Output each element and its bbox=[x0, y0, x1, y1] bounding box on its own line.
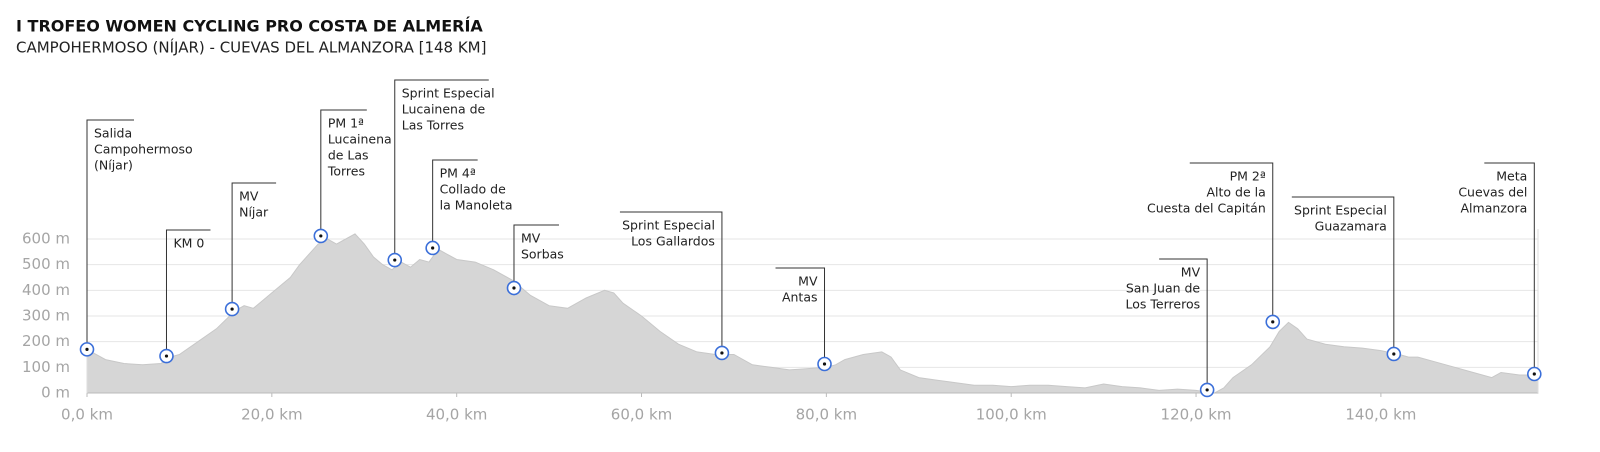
y-tick-label: 200 m bbox=[22, 332, 70, 350]
annotation-label: Alto de la bbox=[1206, 185, 1265, 200]
marker-dot bbox=[164, 354, 169, 358]
leader-line bbox=[432, 159, 478, 248]
marker-dot bbox=[393, 258, 397, 262]
annotation-label: KM 0 bbox=[173, 236, 204, 251]
annotation-label: MV bbox=[1181, 265, 1201, 280]
x-tick-label: 80,0 km bbox=[796, 406, 857, 424]
annotation-label: (Níjar) bbox=[94, 158, 133, 173]
annotation-label: PM 1ª bbox=[328, 116, 364, 131]
leader-line bbox=[1159, 258, 1208, 390]
annotation-label: Guazamara bbox=[1315, 219, 1387, 234]
leader-line bbox=[1484, 162, 1535, 375]
annotation-label: Antas bbox=[782, 290, 818, 305]
y-tick-label: 100 m bbox=[22, 358, 70, 376]
annotation-label: PM 4ª bbox=[440, 166, 476, 181]
annotation-label: Sorbas bbox=[521, 247, 564, 262]
leader-line bbox=[1291, 196, 1395, 354]
annotation-label: Sprint Especial bbox=[1294, 203, 1387, 218]
leader-line bbox=[165, 229, 211, 357]
x-tick-label: 100,0 km bbox=[976, 406, 1047, 424]
leader-line bbox=[1189, 162, 1274, 322]
elevation-area bbox=[86, 233, 1539, 394]
x-tick-label: 40,0 km bbox=[426, 406, 487, 424]
marker-dot bbox=[1271, 320, 1275, 324]
annotation-label: Lucainena de bbox=[402, 102, 486, 117]
annotation-label: PM 2ª bbox=[1230, 169, 1266, 184]
marker-dot bbox=[1532, 372, 1536, 376]
y-tick-label: 600 m bbox=[22, 230, 70, 248]
annotation-label: Cuevas del bbox=[1458, 185, 1527, 200]
marker-dot bbox=[1205, 388, 1209, 392]
marker-dot bbox=[720, 351, 724, 355]
leader-line bbox=[320, 109, 367, 236]
annotation-label: MV bbox=[798, 274, 818, 289]
annotation-label: Meta bbox=[1496, 169, 1527, 184]
annotation-label: la Manoleta bbox=[440, 198, 513, 213]
x-tick-label: 20,0 km bbox=[241, 406, 302, 424]
annotation-label: de Las bbox=[328, 148, 369, 163]
chart-title: I TROFEO WOMEN CYCLING PRO COSTA DE ALME… bbox=[16, 17, 483, 36]
leader-line bbox=[513, 224, 559, 289]
y-tick-label: 0 m bbox=[41, 384, 70, 402]
leader-line bbox=[775, 267, 826, 364]
y-tick-label: 400 m bbox=[22, 281, 70, 299]
chart-subtitle: CAMPOHERMOSO (NÍJAR) - CUEVAS DEL ALMANZ… bbox=[16, 38, 486, 57]
x-tick-label: 60,0 km bbox=[611, 406, 672, 424]
annotation-label: Cuesta del Capitán bbox=[1147, 201, 1266, 216]
annotation-label: MV bbox=[521, 231, 541, 246]
annotation-label: Lucainena bbox=[328, 132, 392, 147]
leader-line bbox=[619, 211, 723, 353]
marker-dot bbox=[512, 286, 516, 290]
y-tick-label: 300 m bbox=[22, 307, 70, 325]
x-tick-label: 0,0 km bbox=[61, 406, 113, 424]
annotation-label: Campohermoso bbox=[94, 142, 193, 157]
annotation-label: Los Terreros bbox=[1126, 297, 1201, 312]
annotation-label: San Juan de bbox=[1126, 281, 1201, 296]
leader-line bbox=[86, 119, 134, 350]
annotation-label: Níjar bbox=[239, 205, 269, 220]
annotation-label: Salida bbox=[94, 126, 132, 141]
leader-line bbox=[231, 182, 277, 310]
marker-dot bbox=[1392, 352, 1396, 356]
annotation-label: Sprint Especial bbox=[622, 218, 715, 233]
annotation-label: Almanzora bbox=[1461, 201, 1528, 216]
marker-dot bbox=[230, 307, 234, 311]
annotation-label: Sprint Especial bbox=[402, 86, 495, 101]
annotation-label: Torres bbox=[327, 164, 365, 179]
marker-dot bbox=[431, 246, 435, 250]
leader-line bbox=[394, 79, 489, 261]
annotation-label: MV bbox=[239, 189, 259, 204]
y-tick-label: 500 m bbox=[22, 255, 70, 273]
x-tick-label: 140,0 km bbox=[1345, 406, 1416, 424]
annotation-label: Las Torres bbox=[402, 118, 464, 133]
marker-dot bbox=[85, 347, 89, 351]
marker-dot bbox=[319, 234, 323, 238]
marker-dot bbox=[822, 362, 827, 366]
annotation-label: Collado de bbox=[440, 182, 506, 197]
annotation-label: Los Gallardos bbox=[631, 234, 715, 249]
x-tick-label: 120,0 km bbox=[1161, 406, 1232, 424]
